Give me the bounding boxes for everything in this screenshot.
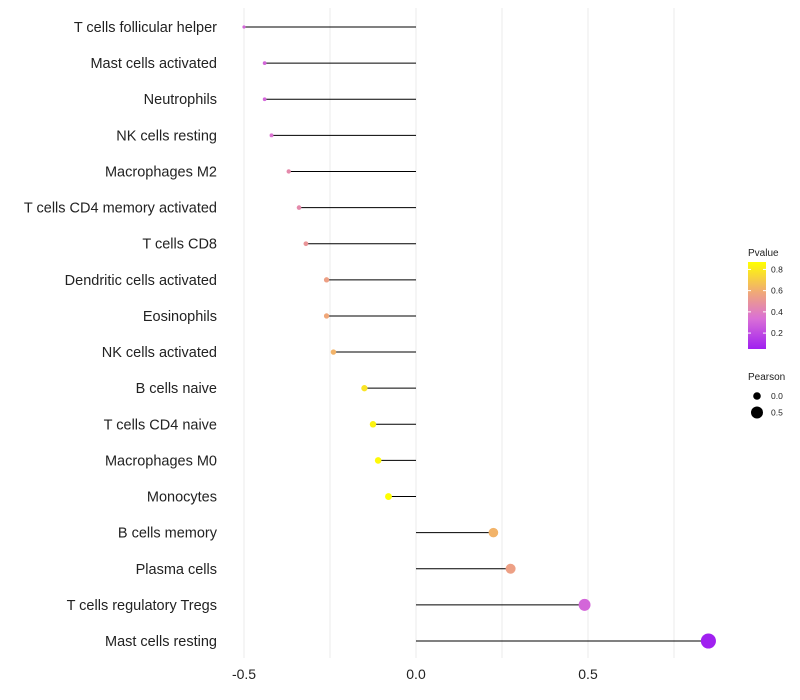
pearson-legend-title: Pearson	[748, 372, 785, 383]
category-label: Macrophages M2	[105, 164, 217, 180]
lollipop-point	[505, 563, 516, 574]
lollipop-point	[296, 205, 302, 210]
grid-lines	[243, 8, 675, 658]
category-label: Dendritic cells activated	[65, 273, 217, 289]
category-label: Neutrophils	[144, 92, 217, 108]
lollipop-point	[700, 633, 716, 649]
lollipop-point	[369, 421, 377, 428]
lollipop-point	[242, 25, 246, 29]
lollipop-point	[303, 241, 309, 247]
size-legend-label: 0.5	[771, 408, 783, 418]
category-label: NK cells resting	[116, 128, 217, 144]
lollipop-stems	[244, 26, 709, 642]
lollipop-point	[323, 313, 330, 319]
category-label: Plasma cells	[136, 562, 217, 578]
lollipop-point	[330, 349, 337, 355]
lollipop-point	[323, 277, 330, 283]
category-label: T cells follicular helper	[74, 20, 217, 36]
size-legend-key	[753, 392, 761, 400]
size-legend-key	[751, 406, 763, 419]
lollipop-point	[488, 527, 499, 538]
lollipop-point	[578, 598, 591, 611]
lollipop-points	[242, 25, 716, 649]
category-labels: T cells follicular helper Mast cells acti…	[24, 20, 218, 650]
pvalue-colorbar	[748, 262, 766, 349]
lollipop-point	[262, 61, 267, 65]
colorbar-tick-label: 0.8	[771, 264, 783, 274]
category-label: Eosinophils	[143, 309, 217, 325]
lollipop-point	[269, 133, 274, 138]
lollipop-point	[374, 457, 382, 464]
category-label: Macrophages M0	[105, 453, 217, 469]
x-tick-label: 0.0	[406, 666, 426, 682]
category-label: T cells CD8	[142, 237, 217, 253]
colorbar-tick-label: 0.6	[771, 286, 783, 296]
x-tick-label: -0.5	[232, 666, 256, 682]
x-tick-label: 0.5	[578, 666, 598, 682]
pvalue-legend-title: Pvalue	[748, 248, 779, 259]
colorbar-tick-label: 0.4	[771, 307, 783, 317]
size-legend-label: 0.0	[771, 391, 783, 401]
lollipop-point	[262, 97, 267, 102]
category-label: Monocytes	[147, 490, 217, 506]
category-label: B cells naive	[136, 381, 217, 397]
colorbar-tick-label: 0.2	[771, 328, 783, 338]
category-label: Mast cells resting	[105, 634, 217, 650]
legends: Pvalue 0.8 0.6 0.4 0.2 Pearson 0.0 0.5	[748, 248, 785, 419]
lollipop-point	[286, 169, 291, 174]
x-axis-tick-labels: -0.5 0.0 0.5	[232, 666, 598, 682]
category-label: T cells regulatory Tregs	[67, 598, 217, 614]
lollipop-point	[385, 493, 392, 500]
category-label: T cells CD4 naive	[104, 417, 217, 433]
lollipop-point	[361, 385, 368, 392]
category-label: B cells memory	[118, 526, 218, 542]
category-label: NK cells activated	[102, 345, 217, 361]
category-label: Mast cells activated	[90, 56, 217, 72]
category-label: T cells CD4 memory activated	[24, 201, 217, 217]
